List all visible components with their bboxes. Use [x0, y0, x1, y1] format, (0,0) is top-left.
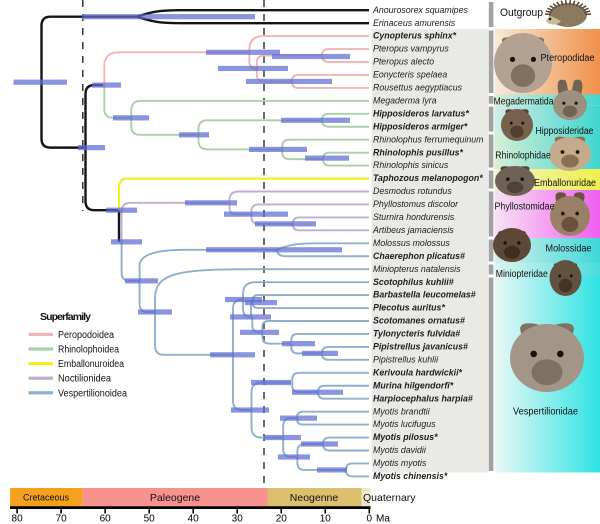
svg-text:Quaternary: Quaternary — [363, 492, 416, 504]
svg-text:Pipistrellus javanicus#: Pipistrellus javanicus# — [373, 342, 468, 352]
svg-text:Myotis pilosus*: Myotis pilosus* — [373, 432, 438, 442]
svg-text:Harpiocephalus harpia#: Harpiocephalus harpia# — [373, 393, 473, 403]
svg-text:Chaerephon plicatus#: Chaerephon plicatus# — [373, 251, 465, 261]
svg-text:Miniopteridae: Miniopteridae — [496, 269, 548, 280]
svg-text:10: 10 — [320, 514, 332, 524]
svg-text:60: 60 — [100, 514, 112, 524]
svg-text:Pteropus vampyrus: Pteropus vampyrus — [373, 44, 449, 54]
svg-text:Phyllostomus discolor: Phyllostomus discolor — [373, 199, 459, 209]
svg-text:70: 70 — [56, 514, 68, 524]
svg-text:Pteropus alecto: Pteropus alecto — [373, 57, 434, 67]
svg-text:Myotis davidii: Myotis davidii — [373, 445, 427, 455]
svg-text:Vespertilionidae: Vespertilionidae — [513, 407, 578, 418]
svg-text:Ma: Ma — [376, 514, 390, 524]
svg-text:Megaderma lyra: Megaderma lyra — [373, 95, 437, 105]
svg-text:Molossus molossus: Molossus molossus — [373, 238, 450, 248]
svg-text:Cynopterus sphinx*: Cynopterus sphinx* — [373, 31, 457, 41]
svg-text:Emballonuroidea: Emballonuroidea — [58, 359, 124, 370]
svg-text:Hipposideros larvatus*: Hipposideros larvatus* — [373, 108, 469, 118]
svg-text:Phyllostomidae: Phyllostomidae — [495, 202, 555, 213]
svg-text:Neogenne: Neogenne — [290, 492, 339, 504]
svg-text:Hipposideros armiger*: Hipposideros armiger* — [373, 121, 468, 131]
svg-text:Scotophilus kuhlii#: Scotophilus kuhlii# — [373, 277, 454, 287]
svg-text:Erinaceus amurensis: Erinaceus amurensis — [373, 18, 456, 28]
svg-text:Tylonycteris fulvida#: Tylonycteris fulvida# — [373, 329, 460, 339]
svg-text:Pteropodidae: Pteropodidae — [541, 53, 595, 64]
svg-text:Peropodoidea: Peropodoidea — [58, 330, 114, 341]
svg-text:Rhinolophis pusillus*: Rhinolophis pusillus* — [373, 147, 463, 157]
svg-text:Paleogene: Paleogene — [150, 492, 200, 504]
svg-text:Barbastella leucomelas#: Barbastella leucomelas# — [373, 290, 476, 300]
svg-text:Rhinolophoidea: Rhinolophoidea — [58, 345, 119, 356]
svg-text:Rhinolophus ferrumequinum: Rhinolophus ferrumequinum — [373, 134, 484, 144]
svg-text:Emballonuridae: Emballonuridae — [534, 178, 596, 189]
svg-text:20: 20 — [276, 514, 288, 524]
svg-text:Cretaceous: Cretaceous — [23, 493, 70, 503]
svg-text:Noctilionidea: Noctilionidea — [58, 374, 111, 385]
svg-text:Myotis chinensis*: Myotis chinensis* — [373, 471, 448, 481]
svg-text:Pipistrellus kuhlii: Pipistrellus kuhlii — [373, 354, 439, 364]
svg-text:Eonycteris spelaea: Eonycteris spelaea — [373, 70, 447, 80]
svg-text:Myotis lucifugus: Myotis lucifugus — [373, 419, 436, 429]
svg-text:Outgroup: Outgroup — [500, 7, 543, 19]
svg-text:Plecotus auritus*: Plecotus auritus* — [373, 303, 445, 313]
svg-text:Murina hilgendorfi*: Murina hilgendorfi* — [373, 380, 454, 390]
svg-text:Kerivoula hardwickii*: Kerivoula hardwickii* — [373, 367, 463, 377]
svg-text:Molossidae: Molossidae — [546, 244, 592, 255]
svg-text:Myotis brandtii: Myotis brandtii — [373, 406, 431, 416]
svg-text:Desmodus rotundus: Desmodus rotundus — [373, 186, 452, 196]
svg-text:50: 50 — [144, 514, 156, 524]
svg-text:30: 30 — [232, 514, 244, 524]
svg-text:Scotomanes ornatus#: Scotomanes ornatus# — [373, 316, 465, 326]
svg-text:Anourosorex squamipes: Anourosorex squamipes — [372, 5, 468, 15]
svg-text:Rousettus aegyptiacus: Rousettus aegyptiacus — [373, 83, 463, 93]
svg-text:Myotis myotis: Myotis myotis — [373, 458, 427, 468]
svg-text:Taphozous melanopogon*: Taphozous melanopogon* — [373, 173, 483, 183]
svg-text:Artibeus jamaciensis: Artibeus jamaciensis — [372, 225, 454, 235]
svg-text:40: 40 — [188, 514, 200, 524]
svg-text:Superfamily: Superfamily — [40, 311, 91, 323]
svg-text:80: 80 — [12, 514, 24, 524]
svg-text:Vespertilionoidea: Vespertilionoidea — [58, 388, 127, 399]
svg-text:Hipposideridae: Hipposideridae — [536, 126, 594, 137]
svg-text:Sturnira hondurensis: Sturnira hondurensis — [373, 212, 455, 222]
svg-text:Rhinolophidae: Rhinolophidae — [495, 151, 551, 162]
svg-text:Megadermatida: Megadermatida — [494, 97, 554, 108]
svg-text:0: 0 — [367, 514, 373, 524]
svg-text:Rhinolophis sinicus: Rhinolophis sinicus — [373, 160, 449, 170]
svg-text:Miniopterus natalensis: Miniopterus natalensis — [373, 264, 461, 274]
